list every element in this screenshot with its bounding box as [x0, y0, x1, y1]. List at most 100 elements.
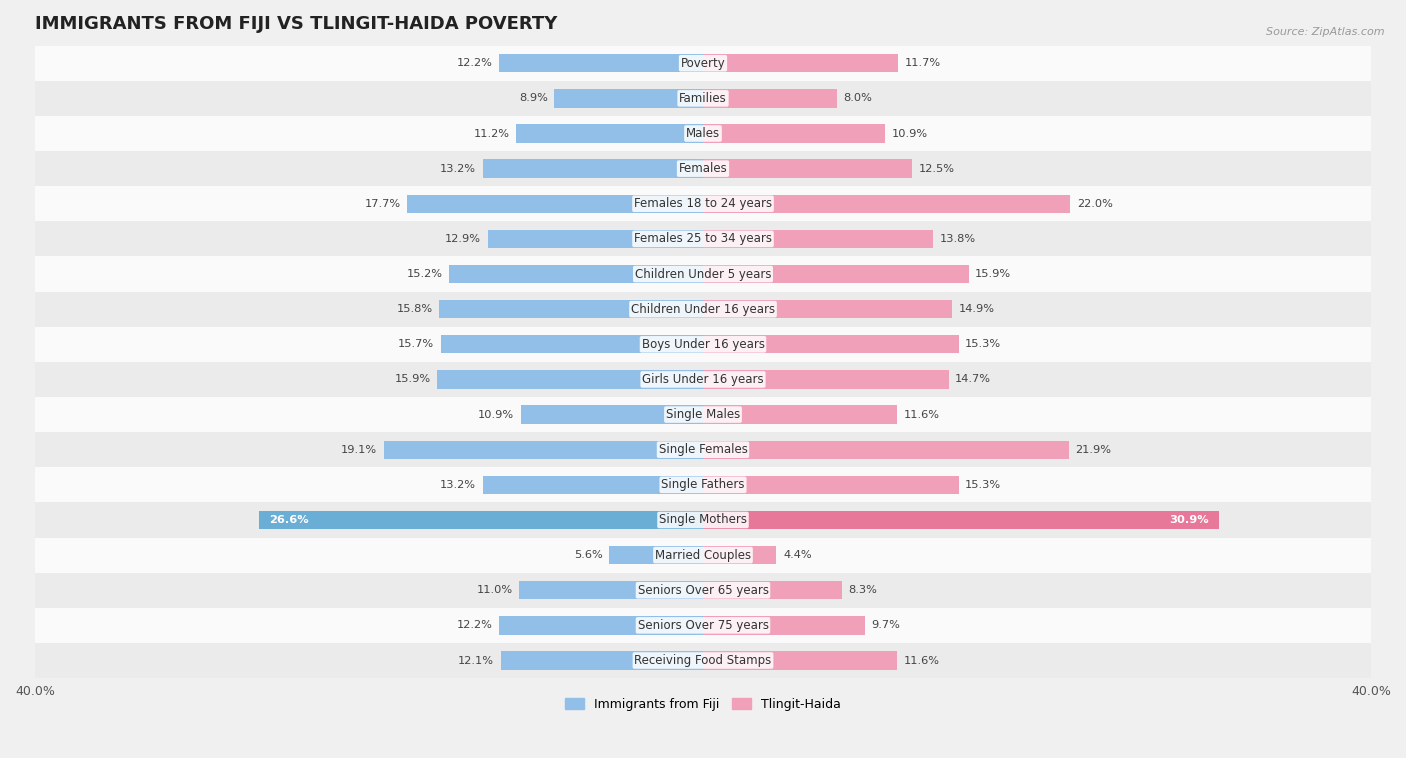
Text: 11.6%: 11.6% — [904, 656, 939, 666]
Bar — [35, 362, 1371, 397]
Bar — [482, 159, 703, 178]
Bar — [499, 616, 703, 634]
Bar — [703, 581, 842, 600]
Text: 8.9%: 8.9% — [519, 93, 548, 103]
Text: 15.7%: 15.7% — [398, 340, 434, 349]
Bar — [703, 511, 1219, 529]
Bar — [516, 124, 703, 143]
Text: Single Mothers: Single Mothers — [659, 513, 747, 527]
Bar — [441, 335, 703, 353]
Bar — [703, 440, 1069, 459]
Bar — [259, 511, 703, 529]
Text: IMMIGRANTS FROM FIJI VS TLINGIT-HAIDA POVERTY: IMMIGRANTS FROM FIJI VS TLINGIT-HAIDA PO… — [35, 15, 557, 33]
Text: Females 25 to 34 years: Females 25 to 34 years — [634, 233, 772, 246]
Bar — [703, 89, 837, 108]
Bar — [519, 581, 703, 600]
Bar — [501, 651, 703, 669]
Bar — [408, 195, 703, 213]
Bar — [35, 151, 1371, 186]
Bar — [35, 467, 1371, 503]
Text: 10.9%: 10.9% — [478, 409, 515, 420]
Text: 22.0%: 22.0% — [1077, 199, 1114, 208]
Text: Females: Females — [679, 162, 727, 175]
Text: 10.9%: 10.9% — [891, 129, 928, 139]
Text: Children Under 16 years: Children Under 16 years — [631, 302, 775, 315]
Text: 12.1%: 12.1% — [458, 656, 495, 666]
Text: 15.3%: 15.3% — [965, 340, 1001, 349]
Text: 12.9%: 12.9% — [444, 234, 481, 244]
Text: 12.2%: 12.2% — [457, 58, 492, 68]
Text: 26.6%: 26.6% — [269, 515, 308, 525]
Text: Single Males: Single Males — [666, 408, 740, 421]
Bar — [35, 397, 1371, 432]
Bar — [482, 476, 703, 494]
Text: 12.5%: 12.5% — [918, 164, 955, 174]
Text: Married Couples: Married Couples — [655, 549, 751, 562]
Text: Single Fathers: Single Fathers — [661, 478, 745, 491]
Text: 11.0%: 11.0% — [477, 585, 513, 595]
Text: Single Females: Single Females — [658, 443, 748, 456]
Bar — [35, 432, 1371, 467]
Bar — [703, 335, 959, 353]
Bar — [35, 503, 1371, 537]
Bar — [609, 546, 703, 564]
Bar — [703, 406, 897, 424]
Bar — [35, 256, 1371, 292]
Bar — [488, 230, 703, 248]
Bar — [35, 81, 1371, 116]
Bar — [703, 476, 959, 494]
Text: 15.9%: 15.9% — [395, 374, 430, 384]
Text: 11.6%: 11.6% — [904, 409, 939, 420]
Bar — [703, 371, 949, 389]
Bar — [35, 45, 1371, 81]
Bar — [499, 54, 703, 72]
Text: Females 18 to 24 years: Females 18 to 24 years — [634, 197, 772, 210]
Bar — [703, 230, 934, 248]
Text: 11.7%: 11.7% — [905, 58, 941, 68]
Bar — [703, 159, 911, 178]
Text: 13.8%: 13.8% — [941, 234, 976, 244]
Bar — [437, 371, 703, 389]
Bar — [35, 116, 1371, 151]
Text: 15.8%: 15.8% — [396, 304, 433, 314]
Bar — [35, 221, 1371, 256]
Text: 5.6%: 5.6% — [574, 550, 603, 560]
Text: 15.2%: 15.2% — [406, 269, 443, 279]
Text: 13.2%: 13.2% — [440, 480, 475, 490]
Text: Girls Under 16 years: Girls Under 16 years — [643, 373, 763, 386]
Text: Source: ZipAtlas.com: Source: ZipAtlas.com — [1267, 27, 1385, 36]
Text: 12.2%: 12.2% — [457, 620, 492, 631]
Bar — [703, 651, 897, 669]
Bar — [449, 265, 703, 283]
Text: 21.9%: 21.9% — [1076, 445, 1112, 455]
Bar — [703, 546, 776, 564]
Text: 4.4%: 4.4% — [783, 550, 811, 560]
Bar — [35, 643, 1371, 678]
Text: Seniors Over 75 years: Seniors Over 75 years — [637, 619, 769, 632]
Bar — [384, 440, 703, 459]
Bar — [35, 186, 1371, 221]
Bar — [703, 124, 884, 143]
Text: Poverty: Poverty — [681, 57, 725, 70]
Text: 8.3%: 8.3% — [848, 585, 877, 595]
Text: 30.9%: 30.9% — [1170, 515, 1209, 525]
Bar — [439, 300, 703, 318]
Bar — [35, 573, 1371, 608]
Text: Males: Males — [686, 127, 720, 140]
Text: 15.9%: 15.9% — [976, 269, 1011, 279]
Bar — [35, 537, 1371, 573]
Bar — [703, 265, 969, 283]
Bar — [35, 608, 1371, 643]
Bar — [554, 89, 703, 108]
Text: 14.9%: 14.9% — [959, 304, 994, 314]
Bar — [703, 195, 1070, 213]
Text: Children Under 5 years: Children Under 5 years — [634, 268, 772, 280]
Text: Boys Under 16 years: Boys Under 16 years — [641, 338, 765, 351]
Text: 14.7%: 14.7% — [955, 374, 991, 384]
Text: 15.3%: 15.3% — [965, 480, 1001, 490]
Text: 13.2%: 13.2% — [440, 164, 475, 174]
Text: 8.0%: 8.0% — [844, 93, 872, 103]
Bar — [35, 327, 1371, 362]
Text: Receiving Food Stamps: Receiving Food Stamps — [634, 654, 772, 667]
Text: 19.1%: 19.1% — [342, 445, 377, 455]
